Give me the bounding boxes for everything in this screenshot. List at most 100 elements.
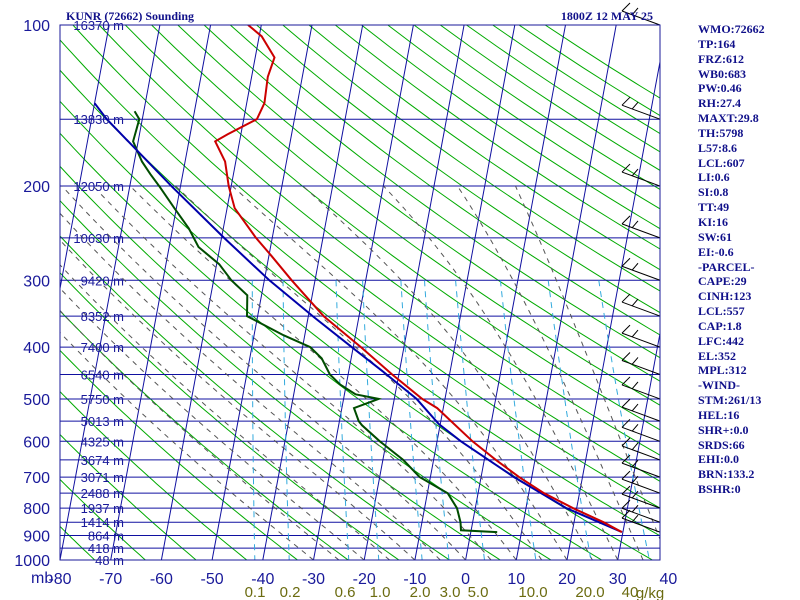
index-item: -PARCEL- (698, 259, 755, 274)
mixing-ratio-unit-label: g/kg (636, 585, 664, 600)
height-label: 9420 m (81, 273, 124, 288)
sounding-profiles (93, 25, 623, 534)
dry-adiabat-line (60, 478, 147, 560)
index-item: CINH:123 (698, 289, 752, 304)
index-item: MAXT:29.8 (698, 111, 759, 126)
moist-adiabat-line (232, 185, 568, 560)
index-item: HEL:16 (698, 407, 740, 422)
pressure-unit-label: mb (31, 570, 53, 587)
isotherm-line (617, 330, 660, 560)
height-label: 48 m (95, 553, 124, 568)
isotherm-line (363, 25, 465, 560)
isotherm-line (465, 25, 566, 560)
mixing-ratio-tick-label: 0.1 (245, 584, 266, 600)
pressure-tick-label: 400 (23, 340, 50, 357)
index-item: SI:0.8 (698, 185, 729, 200)
mixing-ratio-tick-label: 10.0 (518, 584, 547, 600)
index-item: TP:164 (698, 36, 736, 51)
dry-adiabat-line (60, 132, 603, 560)
index-item: SRDS:66 (698, 437, 745, 452)
wind-barb (621, 485, 661, 509)
dry-adiabat-line (60, 310, 350, 560)
index-item: TT:49 (698, 200, 730, 215)
moist-adiabat-line (60, 264, 390, 560)
index-item: LCL:607 (698, 155, 745, 170)
moist-adiabats (60, 185, 660, 560)
wind-barb (621, 376, 661, 400)
index-item: L57:8.6 (698, 140, 737, 155)
temperature-tick-label: -60 (150, 571, 173, 588)
temperature-tick-label: 20 (558, 571, 576, 588)
height-label: 418 m (88, 541, 124, 556)
pressure-tick-label: 500 (23, 392, 50, 409)
isotherm-line (0, 25, 8, 560)
dry-adiabat-line (256, 25, 660, 314)
moist-adiabat-line (383, 185, 619, 560)
index-item: PW:0.46 (698, 81, 742, 96)
dry-adiabat-line (334, 25, 660, 250)
dry-adiabat-line (124, 25, 660, 431)
height-label: 7400 m (81, 340, 124, 355)
index-item: STM:261/13 (698, 393, 762, 408)
mixing-ratio-line (362, 280, 380, 560)
height-label: 3674 m (81, 453, 124, 468)
dry-adiabat-line (60, 272, 400, 560)
height-label: 12050 m (73, 179, 124, 194)
moist-adiabat-line (60, 309, 340, 560)
moist-adiabat-line (60, 331, 314, 560)
height-label: 8352 m (81, 309, 124, 324)
height-label: 2488 m (81, 486, 124, 501)
dry-adiabat-line (177, 25, 660, 382)
moist-adiabat-line (302, 185, 593, 560)
mixing-ratio-line (335, 280, 350, 560)
temperature-tick-label: -10 (403, 571, 426, 588)
dry-adiabat-line (60, 39, 660, 509)
mixing-ratio-line (598, 280, 651, 560)
mixing-ratio-line (424, 280, 450, 560)
index-item: EI:-0.6 (698, 244, 734, 259)
wind-barb (621, 215, 661, 239)
pressure-tick-label: 300 (23, 273, 50, 290)
height-labels: 16370 m 13830 m 12050 m 10630 m 9420 m 8352 m… (73, 18, 124, 568)
dry-adiabat-line (60, 349, 299, 560)
height-label: 1937 m (81, 501, 124, 516)
index-item: CAPE:29 (698, 274, 747, 289)
isotherm-line (515, 25, 617, 560)
dry-adiabat-line (60, 390, 248, 560)
moist-adiabat-line (457, 185, 644, 560)
pressure-tick-label: 700 (23, 470, 50, 487)
temperature-tick-label: -30 (302, 571, 325, 588)
dry-adiabat-line (60, 525, 96, 560)
moist-adiabat-line (129, 185, 517, 560)
mixing-ratio-line (499, 280, 537, 560)
wind-barb (621, 2, 661, 26)
height-label: 1414 m (81, 515, 124, 530)
mixing-ratio-line (282, 280, 290, 560)
mixing-ratio-tick-label: 5.0 (468, 584, 489, 600)
wind-barb (621, 499, 661, 523)
temperature-tick-label: -80 (48, 571, 71, 588)
height-label: 10630 m (73, 231, 124, 246)
moist-adiabat-line (515, 185, 660, 541)
pressure-tick-label: 800 (23, 501, 50, 518)
dry-adiabat-line (0, 25, 4, 571)
mixing-ratio-tick-label: 0.2 (280, 584, 301, 600)
dry-adiabat-line (60, 433, 197, 560)
mixing-ratio-lines (251, 280, 651, 560)
dry-adiabat-line (60, 100, 654, 560)
pressure-tick-label: 900 (23, 529, 50, 546)
wind-barb (621, 454, 661, 478)
sounding-indices: WMO:72662 TP:164 FRZ:612 WB0:683 PW:0.46 RH:2… (698, 22, 798, 497)
index-item: KI:16 (698, 214, 728, 229)
moist-adiabat-line (60, 287, 365, 560)
temperature-tick-label: -20 (353, 571, 376, 588)
index-item: WMO:72662 (698, 22, 765, 36)
dewpoint-profile (132, 110, 498, 534)
dry-adiabat-line (72, 25, 660, 482)
mixing-ratio-line (455, 280, 486, 560)
parcel-profile (93, 102, 623, 534)
wind-barb (621, 509, 661, 533)
height-label: 5750 m (81, 392, 124, 407)
dry-adiabat-line (151, 25, 660, 406)
wind-barbs (621, 2, 661, 533)
